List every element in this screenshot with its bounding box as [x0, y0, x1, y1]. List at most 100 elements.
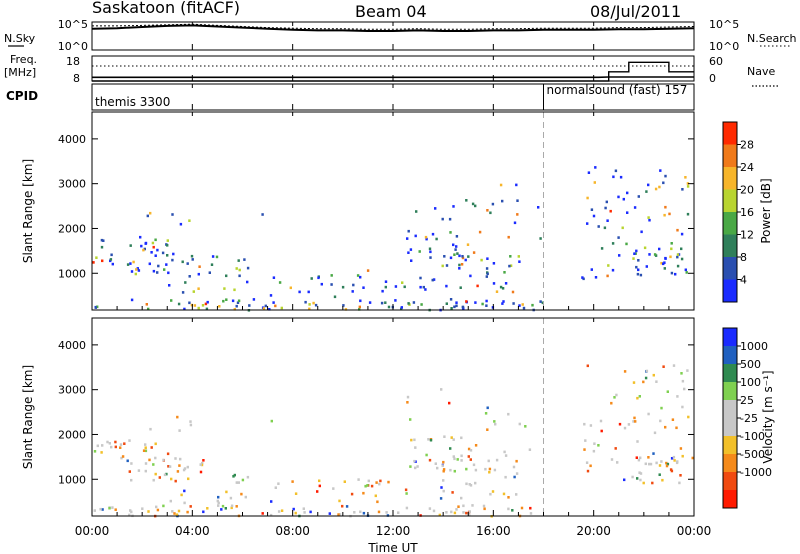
scatter-cell — [429, 256, 432, 259]
scatter-cell — [521, 303, 524, 306]
scatter-cell — [600, 247, 604, 250]
scatter-cell — [413, 459, 416, 463]
scatter-cell — [102, 239, 105, 242]
scatter-cell — [366, 484, 369, 487]
scatter-cell — [445, 511, 448, 514]
scatter-cell — [186, 262, 189, 265]
scatter-cell — [156, 271, 159, 274]
scatter-cell — [403, 285, 406, 289]
scatter-cell — [647, 183, 650, 187]
scatter-cell — [442, 479, 445, 482]
scatter-cell — [154, 472, 157, 476]
scatter-cell — [176, 415, 179, 419]
y-tick-label: 3000 — [58, 178, 86, 191]
scatter-cell — [183, 501, 186, 505]
scatter-cell — [653, 253, 657, 256]
scatter-cell — [96, 305, 99, 309]
scatter-cell — [158, 476, 161, 479]
scatter-cell — [246, 266, 250, 270]
scatter-cell — [587, 171, 591, 174]
scatter-cell — [161, 251, 165, 255]
scatter-cell — [130, 478, 133, 482]
scatter-cell — [507, 412, 510, 416]
scatter-cell — [404, 488, 408, 492]
scatter-cell — [683, 387, 686, 391]
scatter-cell — [467, 255, 470, 258]
power-scatter-cells — [92, 166, 690, 312]
scatter-cell — [664, 257, 667, 260]
colorbar-tick-label: 16 — [740, 206, 754, 219]
scatter-cell — [100, 245, 104, 249]
scatter-cell — [486, 428, 489, 431]
scatter-cell — [488, 467, 492, 471]
scatter-cell — [277, 482, 280, 485]
scatter-cell — [356, 274, 360, 277]
scatter-cell — [142, 248, 145, 252]
scatter-cell — [304, 300, 307, 304]
scatter-cell — [672, 364, 676, 367]
scatter-cell — [106, 440, 109, 444]
scatter-cell — [504, 282, 508, 285]
scatter-cell — [520, 506, 524, 510]
scatter-cell — [612, 175, 615, 179]
scatter-cell — [420, 303, 423, 306]
colorbar-swatch — [723, 418, 737, 436]
scatter-cell — [643, 246, 647, 250]
scatter-cell — [466, 243, 470, 246]
scatter-cell — [512, 302, 515, 305]
scatter-cell — [614, 447, 617, 450]
scatter-cell — [178, 464, 181, 467]
scatter-cell — [380, 301, 384, 305]
scatter-cell — [637, 268, 640, 272]
scatter-cell — [431, 278, 434, 282]
scatter-cell — [633, 416, 636, 420]
scatter-cell — [603, 226, 607, 230]
scatter-cell — [635, 249, 638, 253]
x-tick-label: 00:00 — [75, 524, 110, 538]
scatter-cell — [416, 465, 419, 468]
scatter-cell — [429, 438, 433, 442]
scatter-cell — [364, 484, 367, 488]
scatter-cell — [642, 481, 645, 485]
scatter-cell — [467, 455, 470, 458]
scatter-cell — [649, 462, 653, 466]
scatter-cell — [593, 442, 596, 445]
scatter-cell — [137, 269, 141, 272]
scatter-cell — [375, 481, 378, 484]
scatter-cell — [292, 507, 295, 511]
scatter-cell — [478, 230, 482, 234]
scatter-cell — [492, 262, 496, 265]
scatter-cell — [206, 300, 209, 304]
scatter-cell — [168, 284, 171, 287]
scatter-cell — [529, 506, 532, 510]
scatter-cell — [217, 504, 220, 507]
scatter-cell — [101, 508, 104, 511]
scatter-cell — [468, 483, 471, 486]
scatter-cell — [96, 444, 99, 448]
scatter-cell — [454, 248, 457, 251]
scatter-cell — [486, 272, 489, 276]
scatter-cell — [235, 505, 238, 508]
scatter-cell — [486, 406, 489, 410]
scatter-cell — [341, 285, 345, 289]
scatter-cell — [291, 480, 294, 483]
scatter-cell — [120, 456, 123, 460]
scatter-cell — [452, 455, 455, 458]
scatter-cell — [493, 420, 496, 423]
scatter-cell — [123, 442, 126, 445]
scatter-cell — [337, 513, 340, 516]
scatter-cell — [660, 261, 663, 265]
scatter-cell — [606, 219, 609, 222]
scatter-cell — [639, 478, 642, 482]
scatter-cell — [452, 243, 455, 247]
scatter-cell — [528, 448, 532, 451]
scatter-cell — [400, 306, 403, 309]
station-title: Saskatoon (fitACF) — [92, 0, 240, 17]
scatter-cell — [151, 241, 155, 245]
scatter-cell — [405, 506, 409, 510]
scatter-cell — [171, 510, 174, 513]
scatter-cell — [449, 298, 453, 301]
scatter-cell — [458, 267, 461, 270]
y-tick-label: 4000 — [58, 133, 86, 146]
scatter-cell — [652, 373, 655, 377]
